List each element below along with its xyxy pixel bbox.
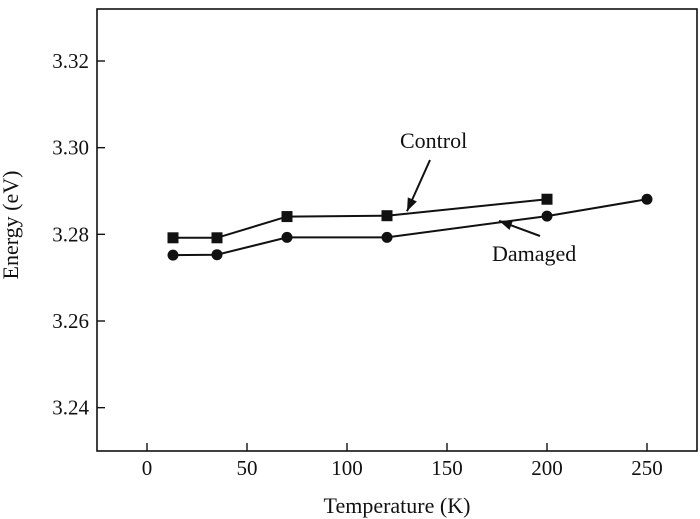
annotation-control-arrow-head [407,197,417,212]
annotation-damaged-arrow-head [499,220,513,230]
data-point-damaged [281,231,293,243]
y-tick-label: 3.26 [52,309,89,333]
x-tick-label: 0 [142,456,153,480]
data-point-control [541,193,553,205]
series-line-damaged [172,198,648,257]
plot-frame [96,8,698,452]
x-tick-label: 200 [531,456,563,480]
y-tick-label: 3.28 [52,222,89,246]
data-point-control [211,232,223,244]
x-axis-title: Temperature (K) [324,493,471,518]
data-point-control [167,232,179,244]
y-tick-label: 3.30 [52,136,89,160]
series-layer [167,193,653,261]
data-point-damaged [541,210,553,222]
data-point-damaged [381,231,393,243]
axes-layer: 0 50 100 150 200 250 3.24 3.26 3.28 3.30 3.32 [52,8,698,480]
data-point-damaged [211,249,223,261]
annotation-control-label: Control [400,128,467,153]
x-tick-label: 50 [237,456,258,480]
x-tick-label: 100 [331,456,363,480]
data-point-damaged [167,249,179,261]
annotation-damaged-label: Damaged [492,241,576,266]
y-tick-label: 3.24 [52,396,89,420]
data-point-control [281,211,293,223]
x-tick-label: 150 [431,456,463,480]
y-axis-title: Energy (eV) [0,171,23,280]
x-tick-label: 250 [631,456,663,480]
annotation-layer: Control Damaged [400,128,576,266]
data-point-control [381,210,393,222]
series-line-control [173,198,548,239]
y-tick-label: 3.32 [52,49,89,73]
data-point-damaged [641,193,653,205]
